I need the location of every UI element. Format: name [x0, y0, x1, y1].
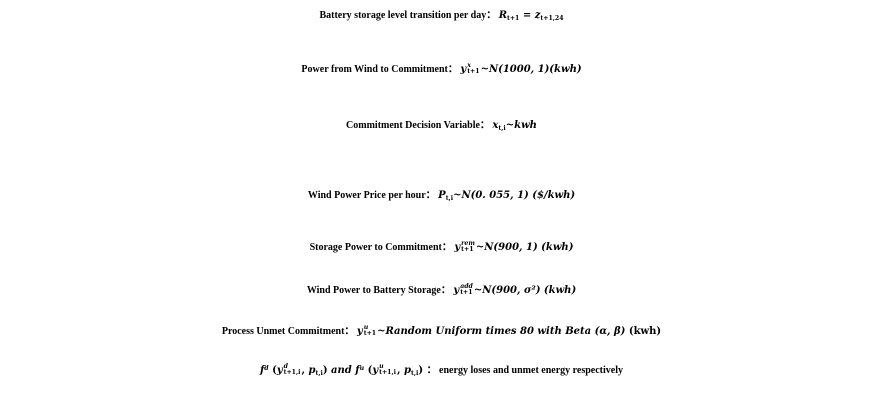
commitment-decision-label: Commitment Decision Variable：: [346, 120, 490, 131]
wind-to-commitment-line: Power from Wind to Commitment： y x t+1 ~N(1…: [0, 60, 883, 75]
commitment-decision-line: Commitment Decision Variable： xt,i~kwh: [0, 116, 883, 132]
wind-to-commitment-label: Power from Wind to Commitment：: [301, 64, 458, 75]
wind-to-storage-label: Wind Power to Battery Storage：: [306, 285, 451, 296]
wind-price-formula: Pt,i~N(0. 055, 1) ($/kwh): [438, 190, 576, 203]
wind-to-storage-line: Wind Power to Battery Storage： y add t+1 ~N…: [0, 281, 883, 296]
wind-to-commitment-formula: y x t+1 ~N(1000, 1)(kwh): [460, 62, 582, 76]
unmet-commitment-formula: y u t+1 ~Random Uniform times 80 with Beta …: [356, 324, 662, 338]
storage-to-commitment-formula: y rem t+1 ~N(900, 1) (kwh): [454, 240, 574, 254]
commitment-decision-formula: xt,i~kwh: [492, 120, 537, 133]
battery-storage-label: Battery storage level transition per day…: [319, 10, 497, 21]
wind-price-line: Wind Power Price per hour： Pt,i~N(0. 055…: [0, 186, 883, 202]
energy-functions-formula: fd (y d t+1,i, pt,i) and fu (y u t+1,i, pt,i…: [259, 363, 424, 378]
wind-price-label: Wind Power Price per hour：: [307, 190, 436, 201]
energy-functions-label: ： energy loses and unmet energy respecti…: [426, 365, 624, 376]
storage-to-commitment-line: Storage Power to Commitment： y rem t+1 ~N(9…: [0, 238, 883, 253]
storage-to-commitment-label: Storage Power to Commitment：: [309, 242, 452, 253]
unmet-commitment-label: Process Unmet Commitment：: [221, 326, 355, 337]
battery-storage-formula: Rt+1 = zt+1,24: [498, 10, 564, 23]
unmet-commitment-line: Process Unmet Commitment： y u t+1 ~Random U…: [0, 322, 883, 337]
energy-functions-line: fd (y d t+1,i, pt,i) and fu (y u t+1,i, pt,i…: [0, 361, 883, 377]
wind-to-storage-formula: y add t+1 ~N(900, σ²) (kwh): [453, 283, 577, 297]
battery-storage-transition-line: Battery storage level transition per day…: [0, 6, 883, 22]
